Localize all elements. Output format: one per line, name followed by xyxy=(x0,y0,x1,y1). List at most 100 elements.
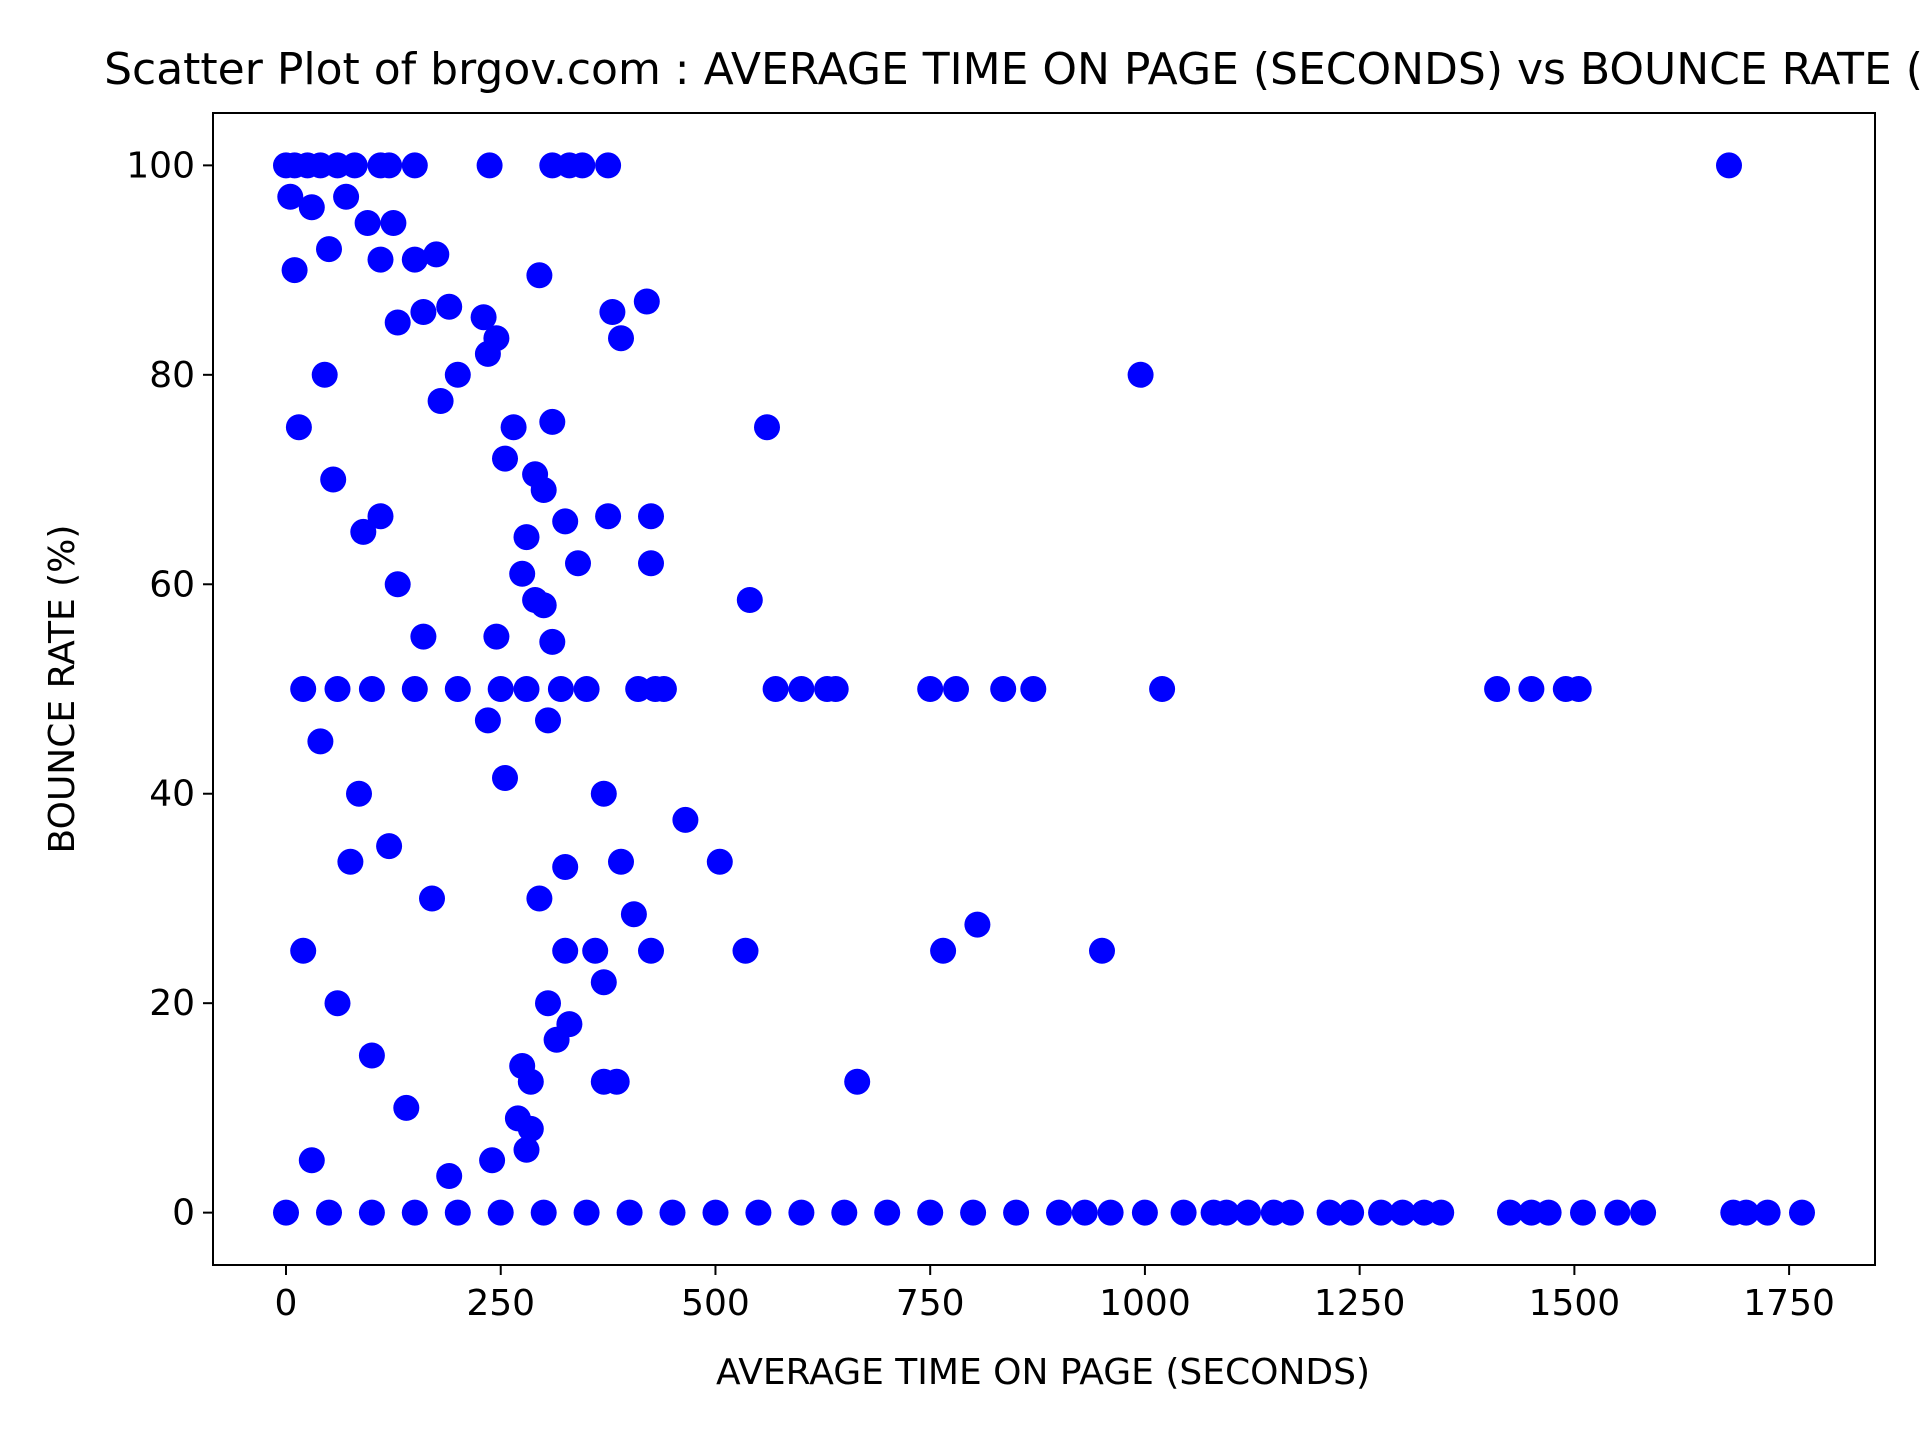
data-point xyxy=(290,937,317,964)
data-point xyxy=(367,503,394,530)
y-tick-label: 80 xyxy=(149,355,195,396)
data-point xyxy=(960,1199,987,1226)
data-point xyxy=(638,937,664,964)
data-point xyxy=(1368,1199,1395,1226)
data-point xyxy=(298,1147,325,1174)
data-point xyxy=(474,340,501,367)
data-point xyxy=(509,1053,536,1079)
data-point xyxy=(285,414,312,441)
data-point xyxy=(535,990,561,1017)
data-point xyxy=(1046,1199,1072,1226)
data-point xyxy=(479,1147,506,1174)
data-point xyxy=(788,1199,815,1226)
data-point xyxy=(307,728,334,755)
data-point xyxy=(1003,1199,1030,1226)
data-point xyxy=(513,524,540,551)
data-point xyxy=(616,1199,643,1226)
data-point xyxy=(492,765,518,791)
data-point xyxy=(547,676,574,702)
data-point xyxy=(573,676,600,702)
data-point xyxy=(500,414,527,441)
data-point xyxy=(530,1199,557,1226)
data-point xyxy=(633,288,660,315)
data-point xyxy=(277,183,304,210)
data-point xyxy=(281,257,308,284)
data-point xyxy=(620,901,647,928)
x-tick-label: 750 xyxy=(896,1283,965,1324)
data-point xyxy=(762,676,789,702)
x-tick-label: 1000 xyxy=(1099,1283,1191,1324)
data-point xyxy=(1497,1199,1523,1226)
data-point xyxy=(1127,361,1154,388)
data-point xyxy=(930,937,957,964)
y-axis-label: BOUNCE RATE (%) xyxy=(42,525,83,854)
data-point xyxy=(384,571,411,598)
data-point xyxy=(788,676,815,702)
data-point xyxy=(1149,676,1176,702)
data-point xyxy=(444,361,471,388)
data-point xyxy=(492,445,518,472)
data-point xyxy=(483,623,510,650)
data-point xyxy=(822,676,849,702)
data-point xyxy=(316,1199,342,1226)
data-point xyxy=(337,848,364,875)
data-point xyxy=(401,676,428,702)
data-point xyxy=(333,183,360,210)
data-point xyxy=(1535,1199,1562,1226)
x-tick-label: 0 xyxy=(275,1283,298,1324)
data-point xyxy=(603,1068,630,1095)
data-point xyxy=(367,246,394,273)
data-point xyxy=(522,587,549,613)
data-point xyxy=(1570,1199,1596,1226)
data-point xyxy=(401,1199,428,1226)
x-tick-label: 1750 xyxy=(1743,1283,1835,1324)
data-point xyxy=(290,676,317,702)
data-point xyxy=(599,299,626,325)
data-point xyxy=(526,885,553,912)
data-point xyxy=(376,152,403,179)
data-point xyxy=(638,503,664,530)
data-point xyxy=(565,550,591,577)
data-point xyxy=(513,676,540,702)
data-point xyxy=(320,466,347,493)
data-point xyxy=(380,210,407,236)
data-point xyxy=(526,262,553,289)
data-point xyxy=(874,1199,901,1226)
data-point xyxy=(1428,1199,1455,1226)
data-point xyxy=(530,477,557,503)
data-point xyxy=(358,1042,385,1069)
y-tick-label: 20 xyxy=(149,983,195,1024)
y-tick-label: 100 xyxy=(126,145,195,186)
data-point xyxy=(943,676,969,702)
data-point xyxy=(590,780,617,807)
data-point xyxy=(419,885,445,912)
data-point xyxy=(487,1199,514,1226)
data-point xyxy=(476,152,503,179)
data-point xyxy=(487,676,514,702)
data-point xyxy=(358,676,385,702)
data-point xyxy=(1716,152,1742,179)
plot-frame xyxy=(212,112,1876,1266)
data-point xyxy=(552,937,579,964)
y-tick-label: 0 xyxy=(172,1193,195,1234)
data-point xyxy=(384,309,411,336)
data-point xyxy=(595,152,622,179)
data-point xyxy=(444,676,471,702)
data-point xyxy=(470,304,497,331)
data-point xyxy=(1733,1199,1760,1226)
data-point xyxy=(543,1026,570,1053)
data-point xyxy=(311,361,338,388)
data-point xyxy=(1789,1199,1815,1226)
data-point xyxy=(539,628,566,655)
data-point xyxy=(354,210,381,236)
data-point xyxy=(324,990,351,1017)
data-point xyxy=(582,937,609,964)
data-point xyxy=(573,1199,600,1226)
data-point xyxy=(608,848,634,875)
data-point xyxy=(745,1199,772,1226)
chart-title: Scatter Plot of brgov.com : AVERAGE TIME… xyxy=(104,44,1920,95)
data-point xyxy=(1316,1199,1343,1226)
data-point xyxy=(569,152,596,179)
data-point xyxy=(964,911,991,938)
